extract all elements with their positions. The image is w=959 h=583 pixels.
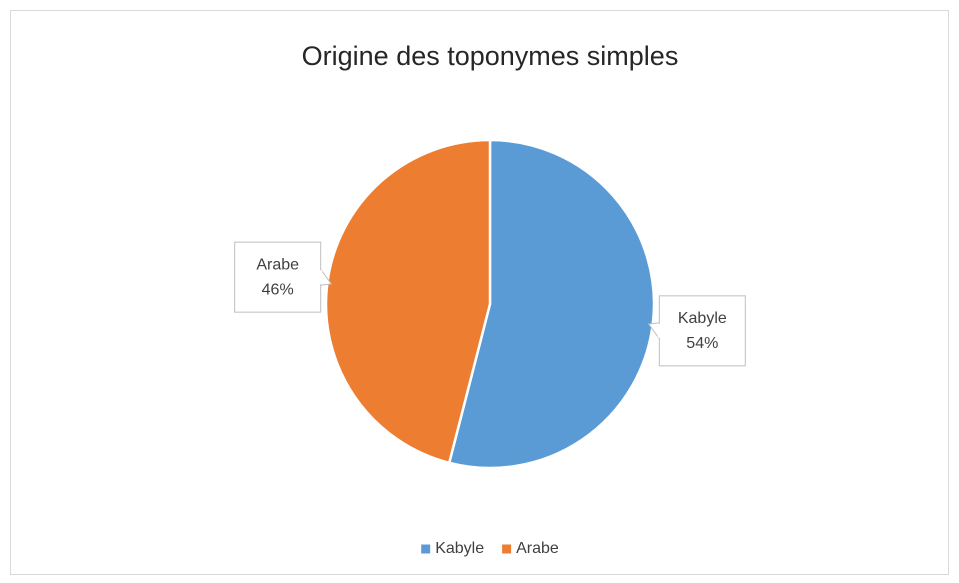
label-pointer <box>647 322 660 340</box>
chart-title: Origine des toponymes simples <box>302 41 679 71</box>
data-label-category: Arabe <box>256 256 299 273</box>
data-label-box <box>234 241 322 313</box>
data-label-box <box>658 295 746 367</box>
data-label-value: 54% <box>686 335 718 352</box>
legend-label: Arabe <box>516 540 559 557</box>
label-pointer-cover <box>657 323 661 338</box>
data-label-value: 46% <box>262 281 294 298</box>
legend-swatch <box>421 544 431 554</box>
label-pointer <box>320 268 333 286</box>
label-pointer-cover <box>319 270 323 285</box>
data-label-category: Kabyle <box>678 310 727 327</box>
legend-label: Kabyle <box>435 540 484 557</box>
legend-swatch <box>502 544 512 554</box>
